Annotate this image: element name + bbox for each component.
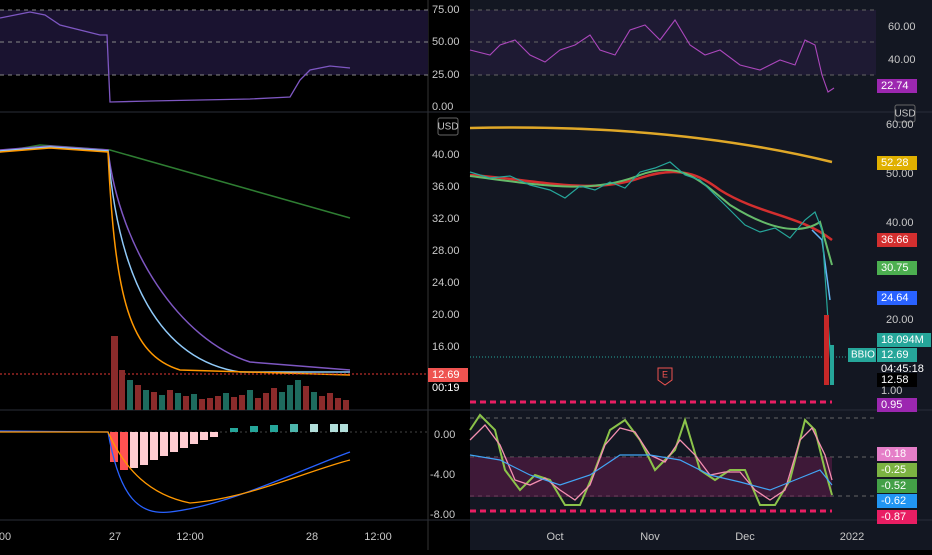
value-badge-bg bbox=[877, 233, 917, 247]
value-badge-bg bbox=[877, 261, 917, 275]
signal bbox=[469, 454, 833, 491]
earnings: E bbox=[662, 369, 668, 379]
currency: USD bbox=[894, 109, 915, 120]
value-badge-bg bbox=[877, 348, 917, 362]
symbol: BBIO bbox=[851, 350, 875, 361]
macd-histogram bbox=[110, 424, 348, 470]
value-badge-bg bbox=[877, 291, 917, 305]
y-tick-label: 0.00 bbox=[432, 101, 453, 113]
value-badge: -0.87 bbox=[881, 511, 906, 523]
y-tick-label: 28.00 bbox=[432, 245, 460, 257]
currency-box[interactable] bbox=[437, 117, 459, 136]
y-tick-label: -4.00 bbox=[430, 469, 455, 481]
y-tick-label: 20.00 bbox=[432, 309, 460, 321]
y-tick-label: 36.00 bbox=[432, 181, 460, 193]
value-badge-bg bbox=[877, 373, 917, 387]
value-badge: -0.62 bbox=[881, 495, 906, 507]
value-badge: -0.52 bbox=[881, 480, 906, 492]
ma-200 bbox=[469, 126, 833, 164]
y-tick-label: 40.00 bbox=[432, 149, 460, 161]
y-tick-label: -8.00 bbox=[430, 509, 455, 521]
rsi-badge: 22.74 bbox=[881, 80, 909, 92]
value-badge: 18.094M bbox=[881, 334, 924, 346]
x-tick-label: 2022 bbox=[840, 531, 864, 543]
value-badge: 30.75 bbox=[881, 262, 909, 274]
stoch-d bbox=[469, 424, 833, 501]
y-tick-label: 40.00 bbox=[886, 217, 914, 229]
signal-line bbox=[0, 431, 351, 504]
x-tick-label: 00 bbox=[0, 531, 11, 543]
value-badge: 36.66 bbox=[881, 234, 909, 246]
countdown: 00:19 bbox=[432, 382, 460, 394]
level: 1.00 bbox=[881, 385, 902, 397]
value-badge-bg bbox=[877, 510, 917, 524]
value-badge-bg bbox=[877, 494, 917, 508]
x-tick-label: Oct bbox=[546, 531, 563, 543]
currency-box[interactable] bbox=[894, 104, 916, 123]
volume-spike bbox=[830, 345, 834, 385]
volume-bars bbox=[111, 336, 349, 410]
value-badge-bg bbox=[877, 447, 917, 461]
left-pane bbox=[0, 0, 428, 550]
currency: USD bbox=[437, 122, 458, 133]
y-tick-label: 60.00 bbox=[888, 21, 916, 33]
y-tick-label: 50.00 bbox=[432, 36, 460, 48]
volume-spike bbox=[824, 315, 829, 385]
value-badge-bg bbox=[877, 479, 917, 493]
price-badge-bg bbox=[428, 368, 468, 382]
x-tick-label: 27 bbox=[109, 531, 121, 543]
earnings-marker bbox=[657, 367, 673, 386]
rsi-line bbox=[0, 11, 351, 103]
ma-lines bbox=[0, 144, 351, 376]
x-tick-label: 12:00 bbox=[364, 531, 392, 543]
x-tick-label: 12:00 bbox=[176, 531, 204, 543]
stoch-k bbox=[469, 413, 833, 506]
x-tick-label: Dec bbox=[735, 531, 755, 543]
y-tick-label: 60.00 bbox=[886, 119, 914, 131]
x-tick-label: Nov bbox=[640, 531, 660, 543]
value-badge: -0.25 bbox=[881, 464, 906, 476]
y-tick-label: 0.00 bbox=[434, 429, 455, 441]
price-badge: 12.69 bbox=[432, 369, 460, 381]
rsi-band bbox=[0, 10, 428, 75]
value-badge-bg bbox=[877, 333, 931, 347]
left-axis bbox=[428, 0, 470, 550]
x-tick-label: 28 bbox=[306, 531, 318, 543]
y-tick-label: 75.00 bbox=[432, 4, 460, 16]
value-badge: 52.28 bbox=[881, 157, 909, 169]
value-badge-bg bbox=[877, 398, 917, 412]
y-tick-label: 40.00 bbox=[888, 54, 916, 66]
rsi-line bbox=[469, 19, 835, 93]
y-tick-label: 24.00 bbox=[432, 277, 460, 289]
rsi-badge-bg bbox=[877, 79, 917, 93]
y-tick-label: 25.00 bbox=[432, 69, 460, 81]
value-badge-bg bbox=[877, 463, 917, 477]
value-badge: 12.69 bbox=[881, 349, 909, 361]
ma-10 bbox=[811, 229, 831, 301]
value-badge: -0.18 bbox=[881, 448, 906, 460]
y-tick-label: 32.00 bbox=[432, 213, 460, 225]
value-badge-bg bbox=[877, 156, 917, 170]
symbol-bg bbox=[848, 348, 876, 362]
y-tick-label: 20.00 bbox=[886, 314, 914, 326]
y-tick-label: 16.00 bbox=[432, 341, 460, 353]
value-badge: 12.58 bbox=[881, 374, 909, 386]
y-tick-label: 50.00 bbox=[886, 168, 914, 180]
countdown: 04:45:18 bbox=[881, 363, 924, 375]
value-badge: 24.64 bbox=[881, 292, 909, 304]
macd-line bbox=[0, 430, 351, 514]
price-line bbox=[469, 161, 833, 381]
value-badge: 0.95 bbox=[881, 399, 902, 411]
